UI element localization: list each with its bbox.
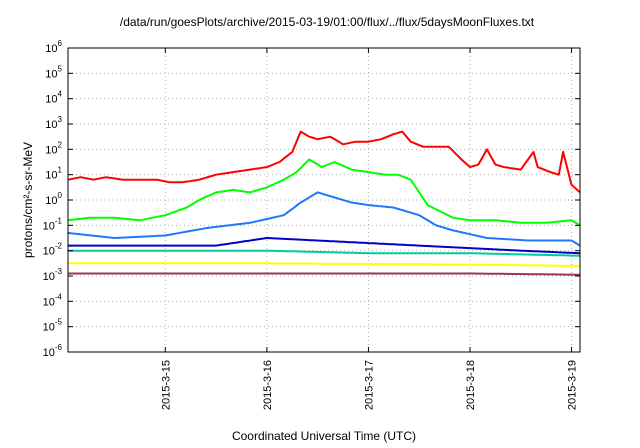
y-axis: 10-6 10-5 10-4 10-3 10-2 10-1 100 101 102 103 104 1… [43, 39, 580, 359]
y-axis-label: protons/cm²-s-sr-MeV [21, 142, 35, 258]
y-tick-label: 103 [45, 115, 62, 131]
y-tick-label: 101 [45, 166, 62, 182]
y-tick-label: 10-5 [43, 318, 63, 334]
y-tick-label: 10-1 [43, 216, 63, 232]
y-tick-label: 100 [45, 191, 62, 207]
x-axis-label: Coordinated Universal Time (UTC) [232, 429, 416, 443]
x-tick-label: 2015-3-16 [262, 360, 274, 410]
y-axis-label-text: protons/cm²-s-sr-MeV [21, 142, 35, 258]
x-tick-label: 2015-3-17 [363, 360, 375, 410]
y-tick-label: 10-6 [43, 343, 63, 359]
x-tick-label: 2015-3-18 [465, 360, 477, 410]
x-tick-label: 2015-3-19 [567, 360, 579, 410]
y-tick-label: 10-4 [43, 292, 63, 308]
chart-title: /data/run/goesPlots/archive/2015-03-19/0… [120, 15, 535, 29]
series-line [68, 272, 580, 276]
series-line [68, 262, 581, 267]
y-tick-label: 104 [45, 90, 62, 106]
y-tick-label: 10-3 [43, 267, 63, 283]
series-layer [67, 130, 581, 276]
y-tick-label: 10-2 [43, 242, 63, 258]
grid [68, 48, 580, 352]
x-tick-label: 2015-3-15 [160, 360, 172, 410]
series-line [68, 237, 581, 255]
series-line [67, 130, 581, 194]
series-line [67, 191, 581, 247]
x-axis: 2015-3-15 2015-3-16 2015-3-17 2015-3-18 2015… [160, 48, 579, 410]
y-tick-label: 106 [45, 39, 62, 55]
y-tick-label: 105 [45, 64, 62, 80]
y-tick-label: 102 [45, 140, 62, 156]
series-line [68, 249, 580, 257]
series-line [67, 158, 581, 227]
